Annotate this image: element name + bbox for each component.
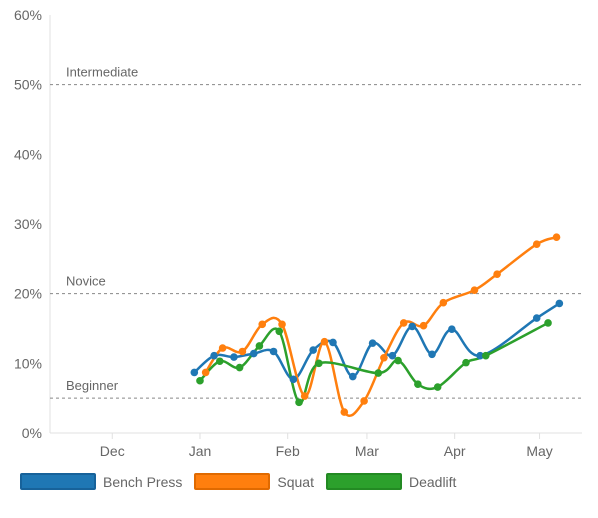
reference-lines: Intermediate Novice Beginner [50,65,582,399]
data-point-bench-press [348,372,357,381]
legend-item-deadlift[interactable]: Deadlift [325,473,457,490]
data-point-deadlift [255,342,264,350]
data-point-bench-press [555,299,564,308]
legend-swatch-bench-press [20,473,96,490]
data-point-squat [380,353,388,362]
legend-label-deadlift: Deadlift [408,473,457,490]
series-line-squat [204,236,557,418]
data-point-bench-press [309,346,317,354]
legend-item-squat[interactable]: Squat [194,473,314,490]
y-tick-label: 10% [14,355,42,371]
data-point-squat [320,337,329,346]
data-point-squat [493,270,501,278]
data-point-bench-press [329,338,337,347]
axes: 0% 10% 20% 30% 40% 50% 60% Dec Jan Feb Mar Apr May [14,7,582,459]
data-point-deadlift [275,327,284,336]
x-tick-label: Dec [100,443,125,459]
reference-line-label: Novice [66,274,106,289]
x-tick-label: Apr [444,443,466,459]
x-tick-label: Mar [355,443,379,459]
data-point-deadlift [433,383,442,391]
legend-label-bench-press: Bench Press [103,473,183,490]
x-tick-label: May [526,443,552,459]
data-point-squat [552,233,561,242]
data-point-deadlift [295,398,303,407]
data-point-deadlift [196,376,204,385]
data-point-squat [300,392,309,400]
y-tick-label: 60% [14,7,42,23]
data-point-bench-press [476,351,484,360]
series-line-deadlift [199,321,549,404]
data-point-bench-press [448,325,456,333]
y-tick-label: 30% [14,216,42,232]
data-point-bench-press [249,349,258,358]
series-lines [193,236,561,418]
data-point-deadlift [235,363,244,372]
data-point-bench-press [428,350,436,359]
data-point-squat [360,397,368,405]
data-point-squat [201,368,210,377]
data-point-deadlift [481,351,490,360]
legend-swatch-squat [194,473,271,490]
y-tick-label: 0% [22,425,42,441]
data-point-deadlift [462,358,470,367]
legend-label-squat: Squat [277,473,314,490]
series-points [190,233,564,416]
data-point-squat [532,240,541,249]
data-point-bench-press [289,375,298,384]
data-point-squat [419,321,428,330]
data-point-squat [439,298,448,307]
data-point-bench-press [230,353,238,361]
data-point-squat [470,286,479,294]
legend-swatch-deadlift [325,473,402,490]
data-point-squat [238,347,247,356]
data-point-deadlift [215,357,224,366]
x-tick-label: Jan [189,443,212,459]
reference-line-label: Beginner [66,378,119,393]
data-point-bench-press [368,339,377,347]
data-point-squat [278,320,286,329]
reference-line-label: Intermediate [66,65,138,80]
data-point-deadlift [315,359,323,368]
data-point-deadlift [414,380,422,389]
line-chart: 0% 10% 20% 30% 40% 50% 60% Dec Jan Feb Mar Apr May I… [14,7,582,459]
data-point-bench-press [532,314,541,322]
data-point-bench-press [210,351,218,360]
data-point-bench-press [269,347,278,356]
y-tick-label: 20% [14,286,42,302]
data-point-squat [399,319,408,327]
x-tick-label: Feb [276,443,300,459]
data-point-deadlift [544,319,552,327]
data-point-squat [340,408,349,416]
data-point-squat [218,344,227,352]
legend: Bench Press Squat Deadlift [20,473,468,490]
y-tick-label: 40% [14,146,42,162]
data-point-bench-press [190,368,199,377]
data-point-bench-press [408,322,417,331]
y-tick-label: 50% [14,77,42,93]
legend-item-bench-press[interactable]: Bench Press [20,473,182,490]
data-point-deadlift [374,369,383,377]
data-point-bench-press [388,351,397,360]
data-point-deadlift [394,356,402,365]
data-point-squat [258,320,267,329]
